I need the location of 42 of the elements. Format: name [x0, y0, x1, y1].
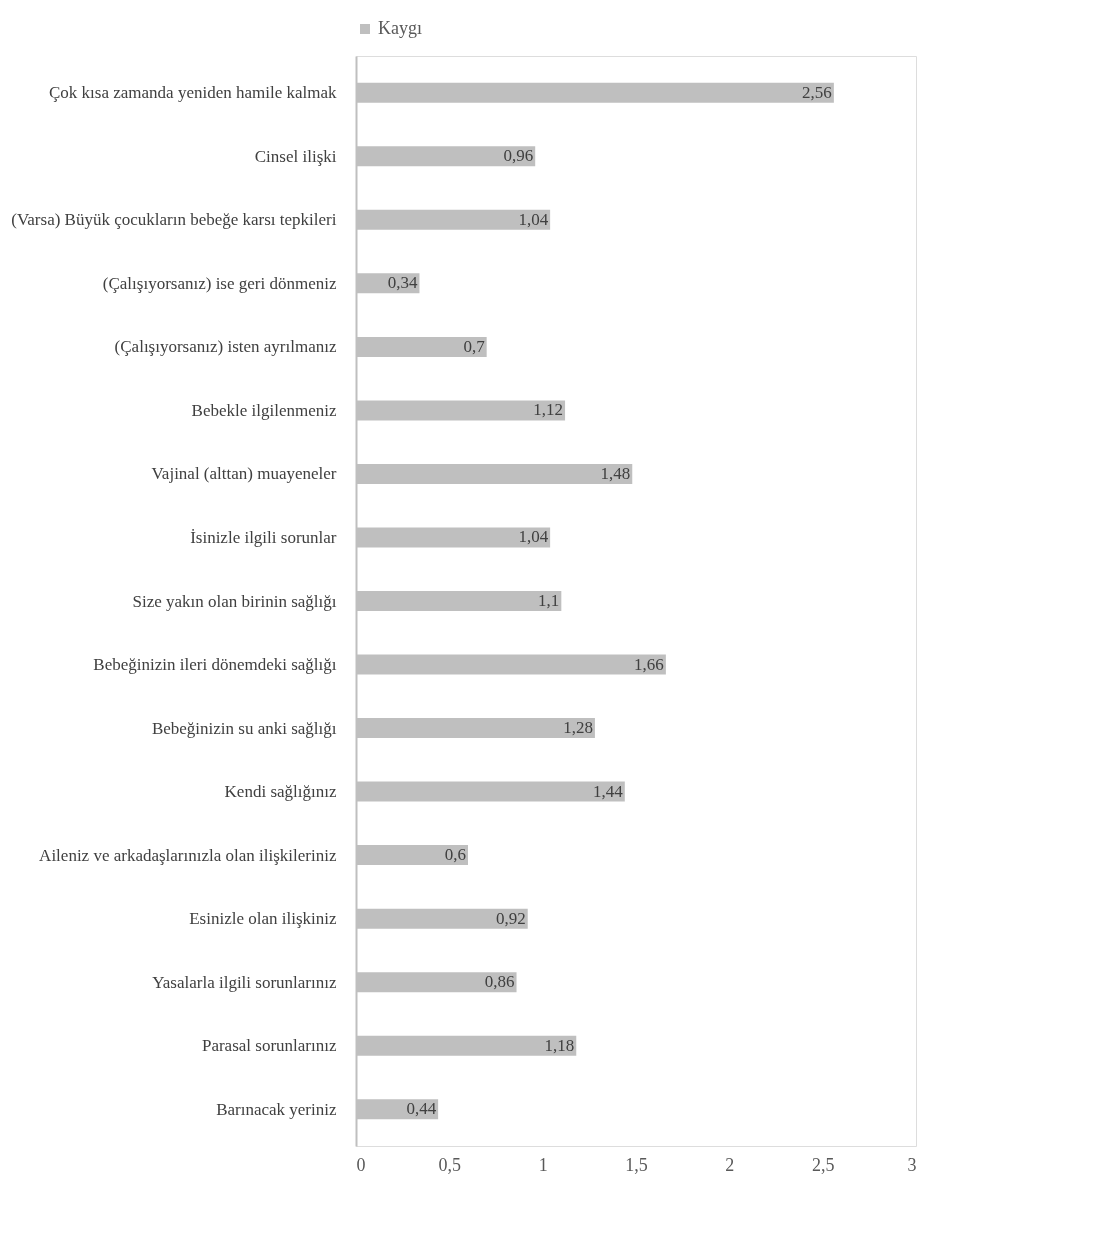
data-label: 1,04 [518, 209, 549, 229]
data-label: 0,92 [495, 908, 526, 928]
data-label: 1,66 [634, 654, 664, 674]
x-tick-label: 1,5 [625, 1154, 648, 1175]
x-tick-label: 3 [907, 1154, 917, 1175]
data-label: 1,04 [518, 527, 549, 547]
y-tick-label: Yasalarla ilgili sorunlarınız [152, 972, 337, 992]
y-tick-label: Esinizle olan ilişkiniz [189, 909, 337, 929]
y-tick-label: Çok kısa zamanda yeniden hamile kalmak [49, 83, 337, 103]
data-label: 1,12 [533, 400, 564, 420]
data-label: 0,6 [444, 845, 466, 865]
x-tick-label: 2,5 [811, 1154, 835, 1175]
y-tick-label: Bebekle ilgilenmeniz [191, 400, 337, 420]
y-tick-label: (Varsa) Büyük çocukların bebeğe karsı tepkileri [11, 210, 337, 230]
data-label: 0,7 [463, 336, 486, 356]
data-label: 0,44 [406, 1099, 437, 1119]
y-tick-label: Bebeğinizin su anki sağlığı [151, 718, 337, 738]
x-tick-label: 0 [356, 1154, 366, 1175]
y-tick-label: Vajinal (alttan) muayeneler [151, 464, 337, 484]
y-tick-label: (Çalışıyorsanız) isten ayrılmanız [114, 337, 337, 357]
data-label: 0,86 [484, 972, 515, 992]
x-tick-label: 0,5 [438, 1154, 462, 1175]
y-tick-label: (Çalışıyorsanız) ise geri dönmeniz [102, 273, 337, 293]
x-tick-label: 2 [725, 1154, 735, 1175]
y-tick-label: Kendi sağlığınız [224, 782, 337, 802]
y-tick-label: İsinizle ilgili sorunlar [190, 527, 337, 547]
data-label: 0,96 [503, 146, 534, 166]
x-tick-label: 1 [538, 1154, 548, 1175]
y-tick-label: Aileniz ve arkadaşlarınızla olan ilişkileriniz [39, 845, 337, 865]
data-label: 1,1 [538, 591, 560, 610]
legend-label: Kaygı [378, 18, 422, 38]
data-label: 1,44 [593, 781, 624, 801]
y-tick-label: Barınacak yeriniz [216, 1099, 337, 1119]
y-tick-label: Size yakın olan birinin sağlığı [132, 591, 337, 611]
data-label: 1,48 [600, 463, 631, 483]
y-tick-label: Cinsel ilişki [254, 146, 337, 166]
y-tick-label: Bebeğinizin ileri dönemdeki sağlığı [93, 655, 337, 675]
data-label: 1,18 [544, 1035, 575, 1055]
data-label: 0,34 [387, 273, 418, 293]
y-tick-label: Parasal sorunlarınız [201, 1036, 337, 1056]
data-label: 1,28 [563, 718, 593, 738]
data-label: 2,56 [802, 82, 832, 102]
